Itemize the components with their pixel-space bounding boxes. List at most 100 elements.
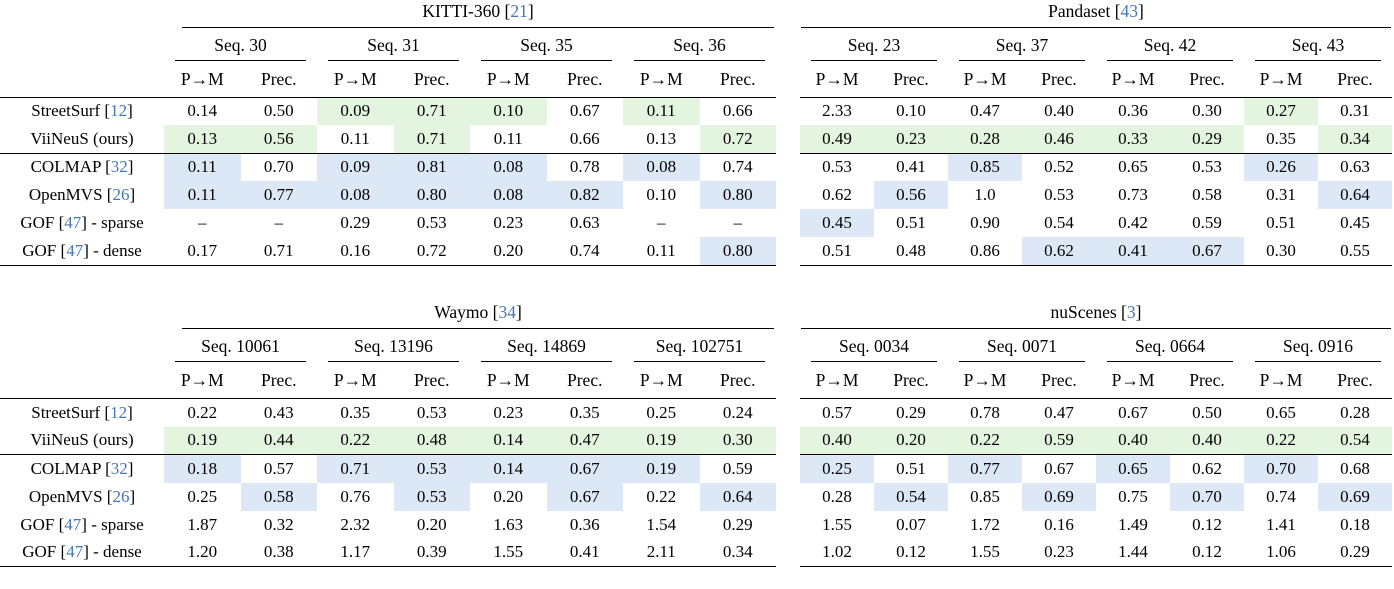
- citation-link[interactable]: 12: [110, 402, 128, 422]
- metric-value-cell: 0.51: [822, 240, 852, 260]
- metric-value-cell: 1.63: [493, 514, 524, 534]
- metric-value-cell: 0.62: [822, 185, 852, 204]
- method-group-2: 0.53 0.41 0.85 0.52 0.65 0.53 0.26 0.63 0.62 0.56…: [800, 153, 1392, 265]
- label-column-stub: [0, 28, 164, 62]
- metric-value-cell: 0.29: [722, 514, 753, 534]
- metric-value-cell: 0.13: [646, 128, 677, 148]
- metric-value-cell: 0.62: [1192, 458, 1222, 478]
- metric-value-cell: 0.13: [164, 125, 241, 153]
- metric-value-cell: 0.24: [722, 402, 753, 422]
- metric-value-cell: 0.22: [1244, 426, 1318, 455]
- citation-link[interactable]: 47: [64, 514, 82, 534]
- seq-column-header: Seq. 14869: [470, 330, 623, 364]
- metric-value-cell: 0.28: [822, 486, 852, 506]
- sequence-header-row: Seq. 10061 Seq. 13196 Seq. 14869 Seq. 10275…: [0, 330, 776, 364]
- citation-link[interactable]: 43: [1120, 0, 1139, 21]
- metric-value-cell: 0.29: [1170, 125, 1244, 153]
- method-name: ViiNeuS (ours): [30, 128, 134, 148]
- metric-value-cell: 1.55: [822, 514, 852, 534]
- citation-link[interactable]: 32: [110, 458, 128, 478]
- metric-value-cell: 0.47: [1044, 402, 1074, 422]
- metric-value-cell: 1.02: [822, 542, 852, 562]
- metric-value-cell: –: [657, 213, 666, 232]
- method-group-1: 2.33 0.10 0.47 0.40 0.36 0.30 0.27 0.31 0.49 0.23…: [800, 97, 1392, 153]
- citation-link[interactable]: 26: [112, 486, 130, 506]
- metric-column-header: P→M: [333, 68, 377, 89]
- metric-value-cell: –: [198, 213, 207, 232]
- citation-close-bracket: ]: [127, 402, 133, 422]
- citation: [12]: [104, 101, 132, 120]
- table-caption-row: Waymo [34]: [0, 302, 776, 330]
- metric-value-cell: 0.65: [1266, 402, 1296, 422]
- seq-column-header: Seq. 36: [623, 28, 776, 62]
- citation: [21]: [504, 1, 533, 21]
- seq-column-header: Seq. 0071: [948, 330, 1096, 364]
- table-row: OpenMVS [26] 0.25 0.58 0.76 0.53 0.20 0.67 0.22…: [0, 482, 776, 511]
- citation-link[interactable]: 32: [110, 157, 128, 177]
- citation-link[interactable]: 12: [110, 101, 128, 121]
- label-column-stub: [0, 302, 164, 330]
- metric-value-cell: 0.50: [1192, 402, 1222, 422]
- sequence-header-row: Seq. 30 Seq. 31 Seq. 35 Seq. 36: [0, 28, 776, 62]
- metric-value-cell: 0.08: [317, 181, 394, 209]
- metric-value-cell: 0.50: [263, 101, 294, 121]
- metric-value-cell: 0.56: [240, 125, 317, 153]
- table-row: COLMAP [32] 0.18 0.57 0.71 0.53 0.14 0.67 0.19 0…: [0, 454, 776, 483]
- citation-link[interactable]: 21: [510, 0, 528, 21]
- metric-value-cell: 0.69: [1318, 482, 1392, 511]
- pandaset-table-header: Pandaset [43] Seq. 23 Seq. 37 Seq. 42 Seq. 4…: [800, 0, 1392, 97]
- metric-value-cell: 0.14: [470, 426, 547, 455]
- metric-value-cell: 0.67: [1044, 458, 1074, 478]
- metric-value-cell: 1.06: [1266, 542, 1296, 562]
- citation-link[interactable]: 47: [66, 542, 84, 562]
- metric-value-cell: 0.58: [240, 482, 317, 511]
- table-row: StreetSurf [12] 0.22 0.43 0.35 0.53 0.23 0.35 0…: [0, 399, 776, 427]
- seq-header-underline: Seq. 0664: [1107, 331, 1233, 362]
- seq-header-underline: Seq. 0034: [811, 331, 937, 362]
- metric-value-cell: 0.53: [416, 402, 447, 422]
- method-group-1: StreetSurf [12] 0.14 0.50 0.09 0.71 0.10 0.67 0…: [0, 97, 776, 153]
- metric-value-cell: 0.08: [470, 153, 547, 181]
- citation-link[interactable]: 3: [1126, 302, 1136, 322]
- method-name: GOF: [22, 240, 57, 260]
- citation-link[interactable]: 34: [498, 302, 516, 322]
- citation-link[interactable]: 47: [64, 213, 82, 232]
- table-row: 0.45 0.51 0.90 0.54 0.42 0.59 0.51 0.45: [800, 209, 1392, 237]
- metric-column-header: Prec.: [261, 370, 297, 391]
- metric-value-cell: 0.71: [317, 454, 394, 483]
- citation-close-bracket: ]: [127, 458, 134, 478]
- metric-value-cell: 0.14: [470, 454, 547, 483]
- table-row: GOF [47] - dense 0.17 0.71 0.16 0.72 0.20 0.74…: [0, 237, 776, 265]
- metric-value-cell: 0.51: [1266, 213, 1296, 232]
- metric-value-cell: 0.29: [340, 213, 371, 232]
- metric-value-cell: 0.54: [1044, 213, 1074, 232]
- seq-column-header: Seq. 30: [164, 28, 317, 62]
- metric-value-cell: 0.14: [187, 101, 218, 121]
- method-group-2: COLMAP [32] 0.18 0.57 0.71 0.53 0.14 0.67 0.19 0…: [0, 454, 776, 567]
- table-row: 1.02 0.12 1.55 0.23 1.44 0.12 1.06 0.29: [800, 539, 1392, 567]
- metric-value-cell: 0.26: [1244, 153, 1318, 181]
- metric-value-cell: –: [733, 213, 743, 232]
- metric-value-cell: 0.67: [1170, 237, 1244, 265]
- metric-column-header: Prec.: [414, 68, 450, 89]
- method-variant: - dense: [88, 542, 142, 562]
- label-column-stub: [0, 62, 164, 97]
- seq-column-header: Seq. 35: [470, 28, 623, 62]
- metric-value-cell: 0.53: [393, 482, 470, 511]
- method-row-label: StreetSurf [12]: [0, 97, 164, 125]
- citation-open-bracket: [: [104, 101, 111, 121]
- method-name: OpenMVS: [28, 486, 103, 506]
- metric-value-cell: 0.56: [874, 181, 948, 209]
- citation-link[interactable]: 47: [66, 240, 84, 260]
- metric-value-cell: 0.58: [1192, 185, 1222, 204]
- metric-value-cell: 1.49: [1118, 514, 1148, 534]
- metric-value-cell: 0.28: [948, 125, 1022, 153]
- citation-link[interactable]: 26: [112, 185, 130, 204]
- metric-value-cell: 0.30: [1192, 101, 1222, 121]
- metric-value-cell: 0.12: [1192, 542, 1222, 562]
- method-group-2: 0.25 0.51 0.77 0.67 0.65 0.62 0.70 0.68 0.28 0.54…: [800, 454, 1392, 567]
- metric-value-cell: 0.41: [1096, 237, 1170, 265]
- seq-header-underline: Seq. 36: [634, 30, 765, 61]
- table-row: 0.51 0.48 0.86 0.62 0.41 0.67 0.30 0.55: [800, 237, 1392, 265]
- metric-value-cell: 0.46: [1022, 125, 1096, 153]
